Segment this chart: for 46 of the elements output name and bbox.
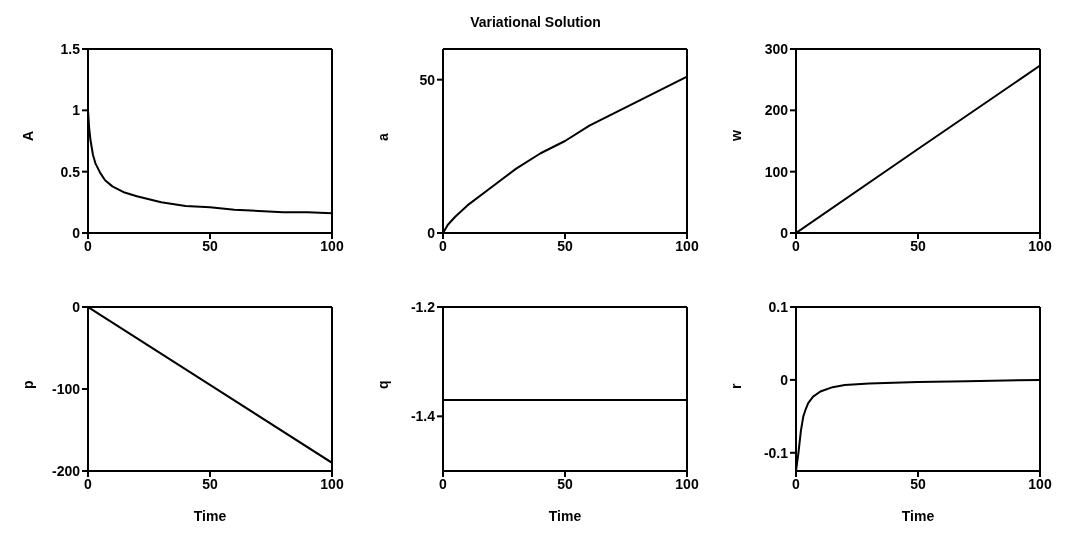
x-tick-label: 0 xyxy=(439,475,448,492)
x-tick-label: 50 xyxy=(910,237,926,254)
y-tick-label: 0 xyxy=(72,224,81,241)
x-tick-label: 0 xyxy=(792,475,801,492)
y-tick-label: 1.5 xyxy=(60,40,81,57)
x-tick-label: 0 xyxy=(792,237,801,254)
x-tick-label: 100 xyxy=(1028,475,1052,492)
y-tick-label: 0 xyxy=(427,224,436,241)
y-tick-label: 0 xyxy=(780,224,789,241)
x-axis-title: Time xyxy=(901,508,935,524)
y-tick-label: 100 xyxy=(764,163,789,180)
y-tick-label: 300 xyxy=(764,40,789,57)
x-axis-title: Time xyxy=(548,508,582,524)
y-axis-title: q xyxy=(374,380,391,389)
y-axis-title: A xyxy=(19,130,36,141)
y-axis-title: a xyxy=(374,133,391,141)
chart-title: Variational Solution xyxy=(469,14,602,30)
x-axis-title: Time xyxy=(193,508,227,524)
y-tick-label: 0.1 xyxy=(768,298,789,315)
y-tick-label: 1 xyxy=(72,102,81,119)
x-tick-label: 50 xyxy=(202,237,218,254)
x-tick-label: 50 xyxy=(557,237,573,254)
y-axis-title: r xyxy=(727,383,744,389)
x-tick-label: 100 xyxy=(1028,237,1052,254)
y-tick-label: -200 xyxy=(51,462,81,479)
y-tick-label: -100 xyxy=(51,380,81,397)
x-tick-label: 100 xyxy=(675,475,699,492)
x-tick-label: 0 xyxy=(439,237,448,254)
y-tick-label: 0 xyxy=(72,298,81,315)
x-tick-label: 0 xyxy=(84,475,93,492)
x-tick-label: 50 xyxy=(202,475,218,492)
x-tick-label: 100 xyxy=(320,237,344,254)
y-tick-label: -1.4 xyxy=(410,408,436,425)
y-tick-label: -1.2 xyxy=(410,298,436,315)
x-tick-label: 50 xyxy=(557,475,573,492)
x-tick-label: 100 xyxy=(320,475,344,492)
y-tick-label: -0.1 xyxy=(763,444,789,461)
y-tick-label: 0.5 xyxy=(60,163,81,180)
y-tick-label: 200 xyxy=(764,102,789,119)
x-tick-label: 100 xyxy=(675,237,699,254)
y-axis-title: p xyxy=(19,380,36,389)
x-tick-label: 50 xyxy=(910,475,926,492)
y-axis-title: w xyxy=(727,130,744,142)
y-tick-label: 0 xyxy=(780,371,789,388)
y-tick-label: 50 xyxy=(419,71,436,88)
x-tick-label: 0 xyxy=(84,237,93,254)
